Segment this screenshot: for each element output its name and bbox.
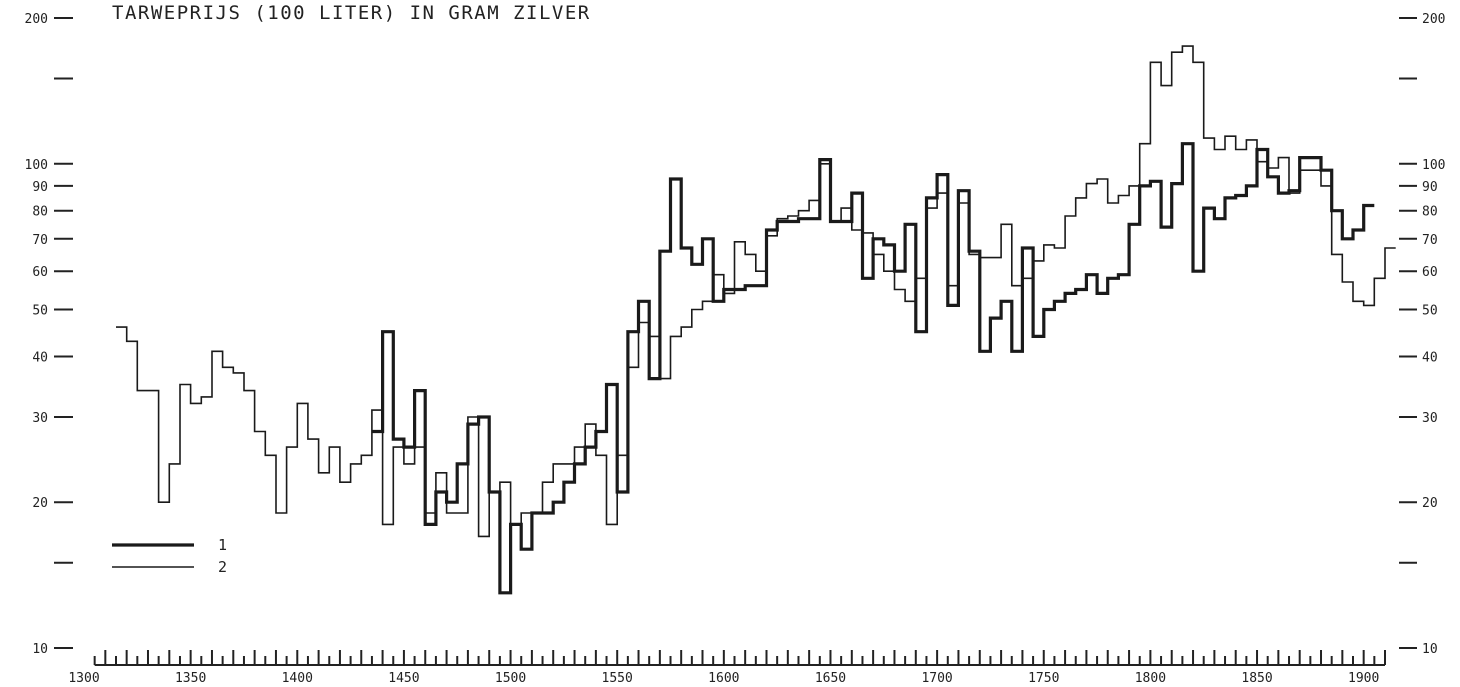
x-tick-label: 1400 xyxy=(282,671,313,686)
right-y-tick-label: 70 xyxy=(1422,233,1438,248)
chart-title: TARWEPRIJS (100 LITER) IN GRAM ZILVER xyxy=(112,2,591,24)
left-y-tick-label: 80 xyxy=(32,205,48,220)
legend-label-2: 2 xyxy=(218,558,227,576)
x-tick-label: 1550 xyxy=(602,671,633,686)
right-y-tick-label: 200 xyxy=(1422,12,1445,27)
x-axis: 1300 1350 1400 1450 1500 1550 1600 1650 1700 1750… xyxy=(68,650,1386,686)
x-tick-label: 1600 xyxy=(708,671,739,686)
left-y-tick-label: 40 xyxy=(32,350,48,365)
x-tick-label: 1650 xyxy=(815,671,846,686)
right-y-tick-label: 90 xyxy=(1422,180,1438,195)
x-tick-label: 1750 xyxy=(1028,671,1059,686)
right-y-axis: 200 100 90 80 70 60 50 40 30 20 10 xyxy=(1399,12,1445,657)
x-tick-label: 1350 xyxy=(175,671,206,686)
right-y-tick-label: 40 xyxy=(1422,350,1438,365)
left-y-tick-label: 200 xyxy=(25,12,48,27)
left-y-tick-label: 100 xyxy=(25,158,48,173)
left-y-tick-label: 60 xyxy=(32,265,48,280)
left-y-tick-label: 70 xyxy=(32,233,48,248)
left-y-tick-label: 50 xyxy=(32,304,48,319)
left-y-tick-label: 20 xyxy=(32,496,48,511)
x-tick-label: 1300 xyxy=(68,671,99,686)
right-y-tick-label: 30 xyxy=(1422,411,1438,426)
x-tick-label: 1900 xyxy=(1348,671,1379,686)
left-y-tick-label: 10 xyxy=(32,642,48,657)
x-tick-label: 1800 xyxy=(1135,671,1166,686)
right-y-tick-label: 50 xyxy=(1422,304,1438,319)
left-y-tick-label: 90 xyxy=(32,180,48,195)
right-y-tick-label: 100 xyxy=(1422,158,1445,173)
series-layer xyxy=(116,45,1396,595)
x-tick-label: 1850 xyxy=(1241,671,1272,686)
series-2-line xyxy=(116,45,1396,538)
x-tick-label: 1700 xyxy=(921,671,952,686)
right-y-tick-label: 10 xyxy=(1422,642,1438,657)
legend: 12 xyxy=(112,536,227,576)
left-y-tick-label: 30 xyxy=(32,411,48,426)
left-y-axis: 200 100 90 80 70 60 50 40 30 20 10 xyxy=(25,12,73,657)
right-y-tick-label: 60 xyxy=(1422,265,1438,280)
x-tick-label: 1450 xyxy=(388,671,419,686)
legend-label-1: 1 xyxy=(218,536,227,554)
x-tick-label: 1500 xyxy=(495,671,526,686)
right-y-tick-label: 80 xyxy=(1422,205,1438,220)
right-y-tick-label: 20 xyxy=(1422,496,1438,511)
series-1-line xyxy=(371,142,1375,595)
